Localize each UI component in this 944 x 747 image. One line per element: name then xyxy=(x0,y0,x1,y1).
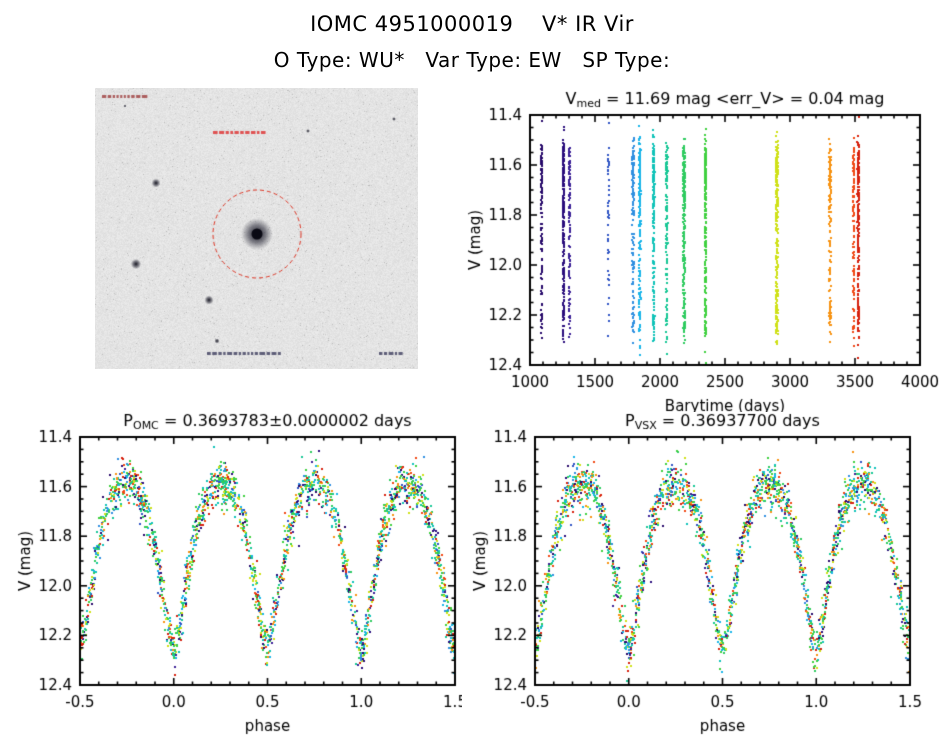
phase-folded-chart-omc-period xyxy=(8,403,462,747)
page-title: IOMC 4951000019 V* IR Vir xyxy=(310,12,634,36)
phase-folded-chart-vsx-period xyxy=(463,403,935,747)
star-finder-image xyxy=(95,88,418,369)
v-vs-barytime-chart xyxy=(450,82,944,412)
page-subtitle: O Type: WU* Var Type: EW SP Type: xyxy=(273,48,671,72)
